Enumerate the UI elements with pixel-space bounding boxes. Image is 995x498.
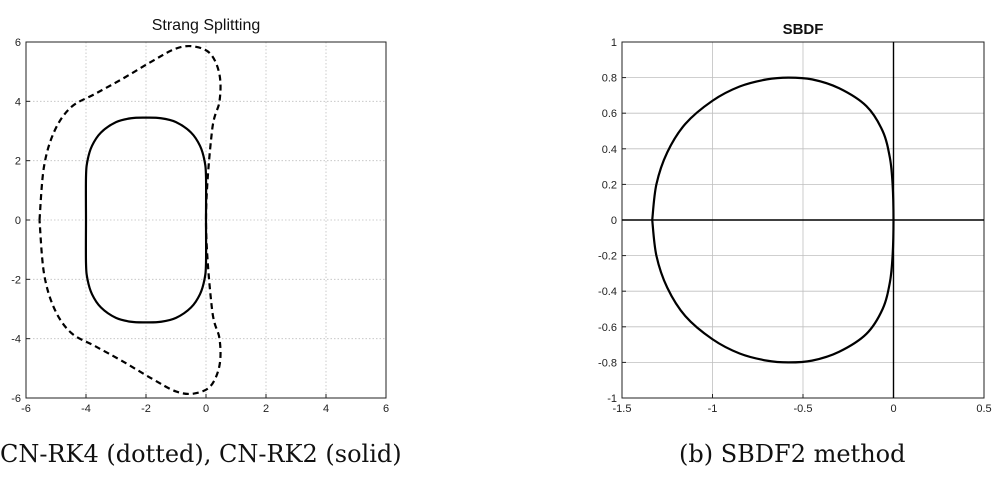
x-tick-label: -1.5 [613,403,632,415]
y-tick-label: 6 [15,37,21,49]
y-tick-label: 4 [15,96,21,108]
y-tick-label: 0.6 [602,108,617,120]
x-tick-label: -1 [708,403,718,415]
plot-1: -1.5 -1 -0.5 0 0.5-1-0.8-0.6-0.4-0.200.20.40… [598,21,992,415]
chart-title: Strang Splitting [152,17,261,34]
y-tick-label: 0.2 [602,179,617,191]
y-tick-label: -0.2 [598,251,617,263]
chart-title: SBDF [783,21,824,38]
x-tick-label: 0.5 [976,403,991,415]
plot-0: -6 -4 -2 0 2 4 6 -6 -4 -2 0 2 4 6 Strang Splitting [11,17,389,415]
y-tick-label: -4 [11,334,21,346]
y-tick-label: 0.8 [602,73,617,85]
caption-a: CN-RK4 (dotted), CN-RK2 (solid) [0,440,402,468]
x-tick-label: -0.5 [794,403,813,415]
series-line-0 [38,44,222,396]
caption-b: (b) SBDF2 method [679,440,906,468]
x-tick-label: 0 [203,403,209,415]
y-tick-label: -0.6 [598,322,617,334]
series-line-1 [84,116,208,324]
y-tick-label: 0.4 [602,144,617,156]
y-tick-label: -2 [11,274,21,286]
y-tick-label: 2 [15,156,21,168]
y-tick-label: -6 [11,393,21,405]
y-tick-label: -0.8 [598,357,617,369]
x-tick-label: 2 [263,403,269,415]
y-tick-label: -0.4 [598,286,617,298]
x-tick-label: -2 [141,403,151,415]
x-tick-label: 4 [323,403,329,415]
y-tick-label: 0 [15,215,21,227]
x-tick-label: -4 [81,403,91,415]
y-tick-label: 1 [611,37,617,49]
x-tick-label: 6 [383,403,389,415]
x-tick-label: -6 [21,403,31,415]
series-line-0 [651,76,895,364]
y-tick-label: 0 [611,215,617,227]
y-tick-label: -1 [607,393,617,405]
x-tick-label: 0 [890,403,896,415]
